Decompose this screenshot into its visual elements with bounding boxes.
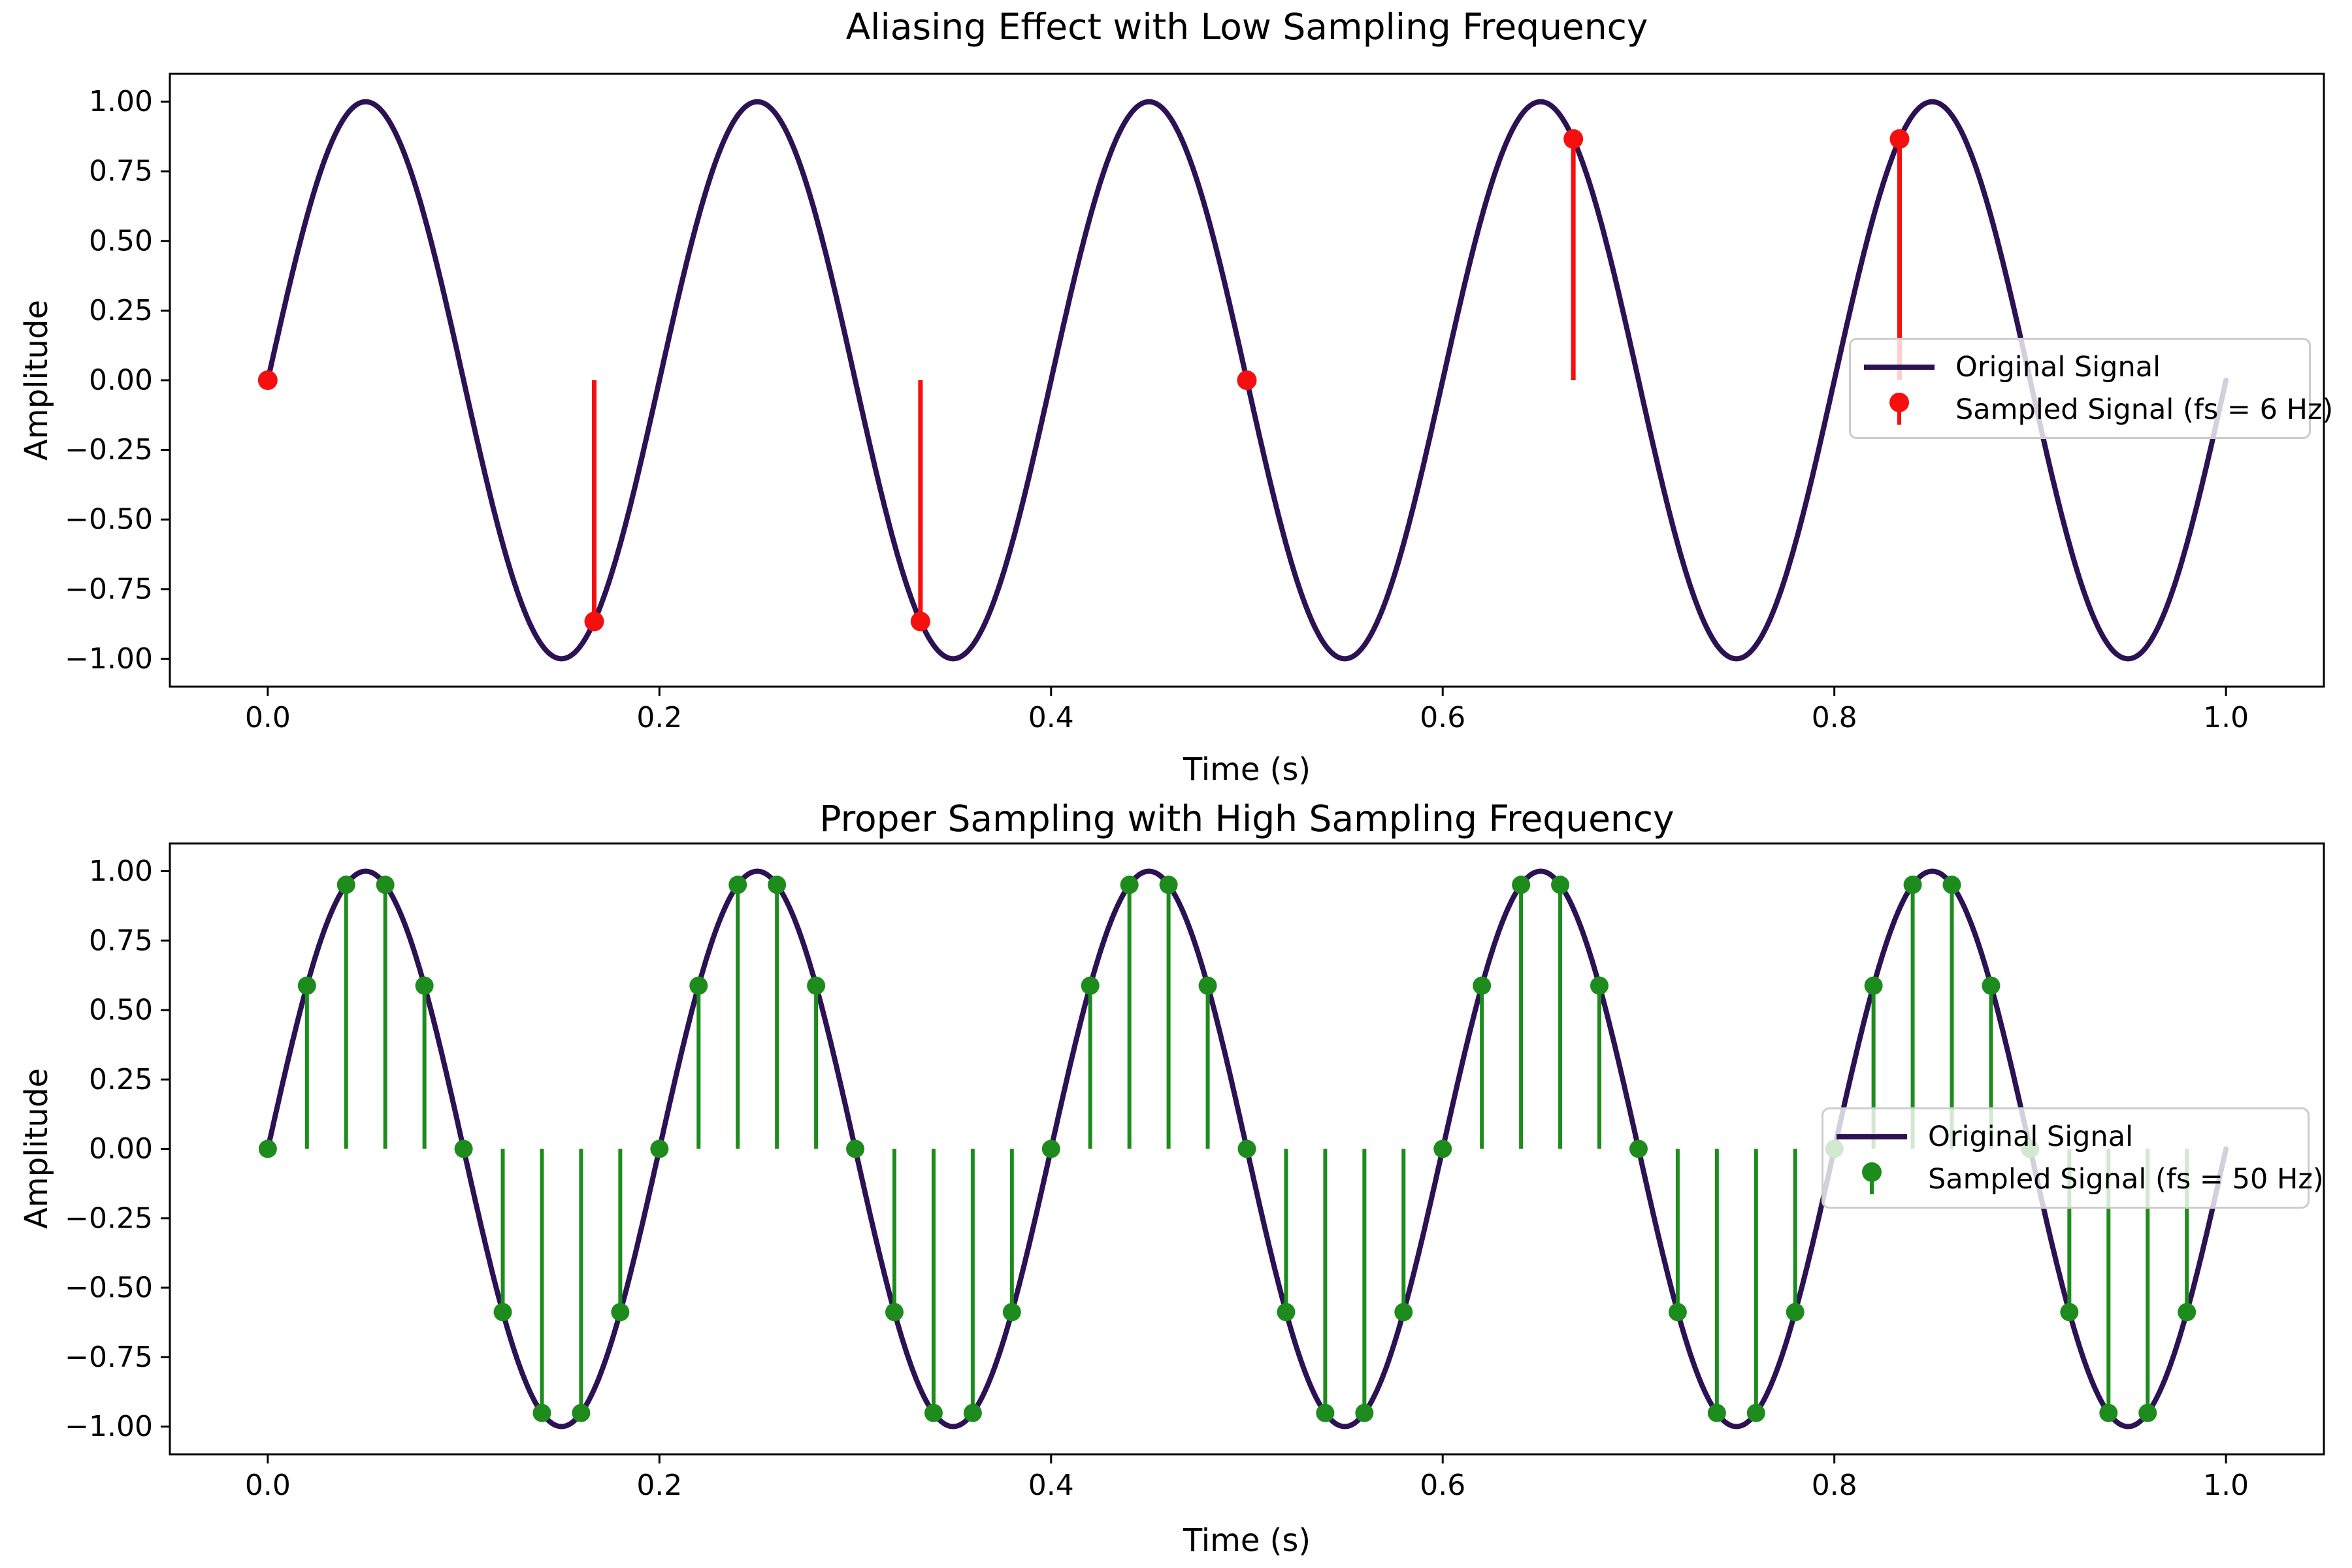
svg-text:0.50: 0.50 <box>89 994 153 1027</box>
svg-text:0.25: 0.25 <box>89 294 153 327</box>
svg-text:0.50: 0.50 <box>89 224 153 257</box>
svg-text:−0.75: −0.75 <box>65 572 153 606</box>
svg-text:−0.50: −0.50 <box>65 503 153 536</box>
svg-text:1.0: 1.0 <box>2203 701 2249 734</box>
top-plot-area: 0.0 0.2 0.4 0.6 0.8 1.0 −1.00 −0.75 −0.50 −0.25 0.… <box>65 73 2325 734</box>
x-axis-ticks: 0.0 0.2 0.4 0.6 0.8 1.0 <box>245 687 2249 734</box>
y-axis-ticks: −1.00 −0.75 −0.50 −0.25 0.00 0.25 0.50 0.75 1.00 <box>65 85 170 676</box>
svg-text:0.6: 0.6 <box>1420 701 1465 734</box>
sampled-signal-stem-swatch <box>1889 393 1909 425</box>
svg-text:0.75: 0.75 <box>89 155 153 188</box>
bottom-x-axis-label: Time (s) <box>1183 1522 1311 1559</box>
sampled-signal-stem-swatch <box>1862 1162 1882 1194</box>
original-signal-line-swatch <box>1837 1134 1907 1139</box>
svg-text:0.4: 0.4 <box>1028 701 1074 734</box>
legend-label-original-signal: Original Signal <box>1955 351 2161 384</box>
bottom-chart-title: Proper Sampling with High Sampling Frequ… <box>819 798 1674 840</box>
legend-row: Sampled Signal (fs = 6 Hz) <box>1860 389 2333 430</box>
svg-text:0.6: 0.6 <box>1420 1469 1465 1502</box>
svg-text:0.2: 0.2 <box>636 701 682 734</box>
sampled-signal-stems <box>257 129 1910 632</box>
bottom-legend: Original Signal Sampled Signal (fs = 50 … <box>1821 1107 2324 1209</box>
svg-text:1.00: 1.00 <box>89 855 153 888</box>
svg-text:0.4: 0.4 <box>1028 1469 1074 1502</box>
legend-row: Original Signal <box>1833 1117 2298 1157</box>
top-chart-title: Aliasing Effect with Low Sampling Freque… <box>845 6 1648 48</box>
svg-text:1.00: 1.00 <box>89 85 153 118</box>
svg-text:0.75: 0.75 <box>89 924 153 957</box>
svg-text:−0.50: −0.50 <box>65 1271 153 1305</box>
legend-row: Sampled Signal (fs = 50 Hz) <box>1833 1159 2324 1200</box>
x-axis-ticks: 0.0 0.2 0.4 0.6 0.8 1.0 <box>245 1454 2249 1502</box>
svg-text:0.0: 0.0 <box>245 1469 291 1502</box>
top-x-axis-label: Time (s) <box>1183 751 1311 788</box>
svg-text:0.25: 0.25 <box>89 1063 153 1096</box>
svg-text:0.8: 0.8 <box>1812 1469 1857 1502</box>
svg-text:−0.75: −0.75 <box>65 1341 153 1374</box>
svg-text:0.00: 0.00 <box>89 364 153 397</box>
legend-label-sampled-signal: Sampled Signal (fs = 50 Hz) <box>1928 1163 2324 1196</box>
legend-label-sampled-signal: Sampled Signal (fs = 6 Hz) <box>1955 393 2334 426</box>
legend-row: Original Signal <box>1860 347 2300 387</box>
y-axis-ticks: −1.00 −0.75 −0.50 −0.25 0.00 0.25 0.50 0.75 1.00 <box>65 855 170 1443</box>
svg-text:0.00: 0.00 <box>89 1132 153 1166</box>
bottom-plot-area: 0.0 0.2 0.4 0.6 0.8 1.0 −1.00 −0.75 −0.50 −0.25 0.… <box>65 842 2325 1502</box>
svg-text:0.0: 0.0 <box>245 701 291 734</box>
svg-text:0.2: 0.2 <box>636 1469 682 1502</box>
svg-text:−1.00: −1.00 <box>65 1410 153 1443</box>
svg-text:0.8: 0.8 <box>1812 701 1857 734</box>
svg-text:−0.25: −0.25 <box>65 433 153 466</box>
svg-text:1.0: 1.0 <box>2203 1469 2249 1502</box>
original-signal-line-swatch <box>1864 365 1935 370</box>
svg-text:−0.25: −0.25 <box>65 1201 153 1235</box>
top-legend: Original Signal Sampled Signal (fs = 6 H… <box>1849 338 2333 439</box>
svg-text:−1.00: −1.00 <box>65 642 153 676</box>
legend-label-original-signal: Original Signal <box>1928 1120 2134 1153</box>
